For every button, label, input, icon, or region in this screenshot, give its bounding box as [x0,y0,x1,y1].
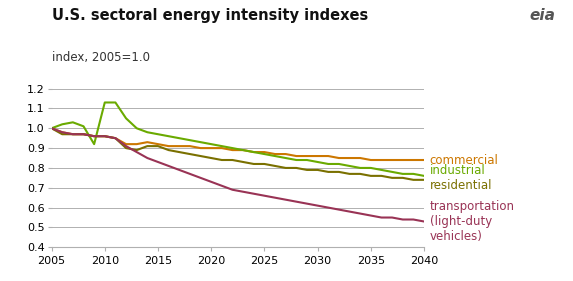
Text: residential: residential [430,179,492,192]
Text: transportation
(light-duty
vehicles): transportation (light-duty vehicles) [430,200,515,243]
Text: U.S. sectoral energy intensity indexes: U.S. sectoral energy intensity indexes [52,8,368,23]
Text: index, 2005=1.0: index, 2005=1.0 [52,51,150,64]
Text: industrial: industrial [430,164,485,177]
Text: commercial: commercial [430,153,499,167]
Text: eia: eia [530,8,556,23]
